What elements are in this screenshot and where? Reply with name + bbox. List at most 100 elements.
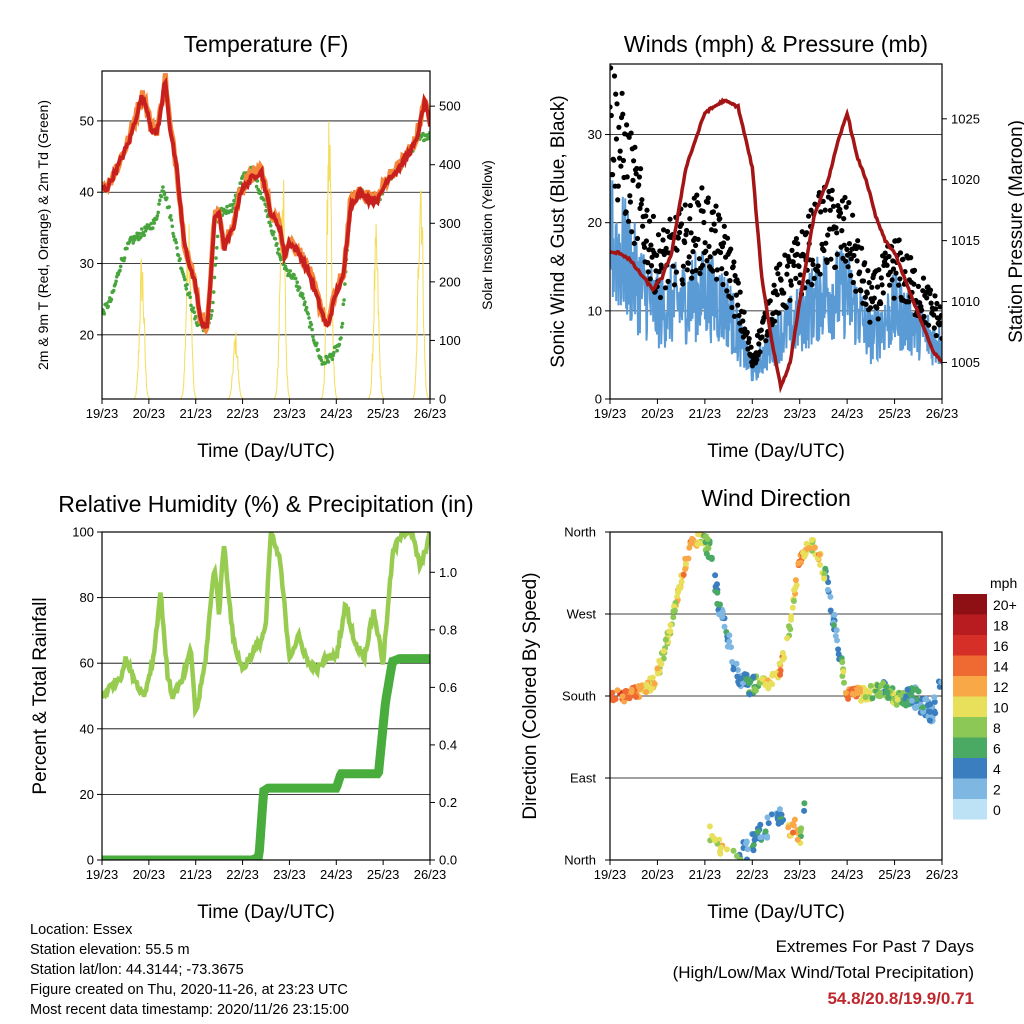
- direction-point: [841, 679, 847, 686]
- dewpoint-point: [140, 227, 144, 231]
- dewpoint-point: [275, 241, 279, 246]
- gust-point: [789, 247, 795, 253]
- direction-point: [751, 686, 758, 692]
- direction-point: [793, 582, 800, 589]
- dewpoint-point: [264, 208, 268, 213]
- y-tick-label: 100: [72, 525, 94, 540]
- direction-point: [762, 681, 769, 688]
- gust-point: [841, 216, 847, 222]
- solar-insolation-line: [367, 223, 385, 399]
- x-tick-label: 20/23: [641, 867, 674, 882]
- y-tick-label: North: [564, 525, 596, 540]
- gust-point: [938, 312, 942, 318]
- y-axis-label: 2m & 9m T (Red, Orange) & 2m Td (Green): [35, 100, 51, 370]
- gust-point: [900, 256, 906, 262]
- gust-point: [844, 246, 850, 252]
- gust-point: [818, 209, 824, 215]
- dewpoint-point: [118, 264, 123, 269]
- dewpoint-point: [306, 312, 311, 316]
- dewpoint-point: [309, 322, 314, 327]
- extremes-subtitle: (High/Low/Max Wind/Total Precipitation): [672, 963, 974, 982]
- direction-point: [927, 708, 934, 715]
- gust-point: [667, 216, 673, 222]
- gust-point: [620, 111, 626, 117]
- gust-point: [878, 275, 884, 281]
- x-tick-label: 26/23: [414, 867, 447, 882]
- x-tick-label: 25/23: [367, 867, 400, 882]
- gust-point: [879, 282, 885, 288]
- dewpoint-point: [113, 282, 118, 286]
- gust-point: [860, 278, 867, 284]
- y-tick-label: 60: [80, 656, 94, 671]
- direction-point: [643, 681, 650, 688]
- gust-point: [661, 227, 667, 233]
- gust-point: [690, 249, 696, 255]
- gust-point: [845, 264, 851, 270]
- y2-tick-label: 0.6: [439, 680, 457, 695]
- x-tick-label: 24/23: [320, 867, 353, 882]
- direction-point: [733, 660, 740, 667]
- dewpoint-point: [300, 292, 305, 296]
- direction-point: [751, 836, 758, 843]
- direction-point: [835, 646, 842, 653]
- legend-label: 8: [993, 720, 1001, 736]
- chart-title: Wind Direction: [701, 485, 851, 511]
- gust-point: [890, 258, 896, 264]
- direction-point: [657, 660, 664, 667]
- gust-point: [928, 300, 934, 306]
- y2-tick-label: 1025: [951, 111, 980, 126]
- gust-point: [624, 122, 630, 128]
- direction-point: [867, 682, 874, 689]
- direction-point: [776, 810, 783, 817]
- direction-point: [619, 693, 626, 700]
- gust-point: [778, 277, 784, 283]
- dewpoint-point: [326, 360, 331, 364]
- gust-point: [865, 268, 871, 274]
- gust-point: [696, 202, 702, 208]
- direction-point: [863, 687, 870, 694]
- gust-point: [617, 148, 623, 154]
- gust-point: [640, 223, 646, 229]
- dewpoint-point: [212, 275, 217, 280]
- dewpoint-point: [307, 316, 311, 320]
- gust-point: [629, 229, 635, 235]
- gust-point: [736, 313, 742, 319]
- dewpoint-point: [276, 247, 281, 251]
- gust-point: [707, 254, 713, 260]
- x-tick-label: 21/23: [689, 867, 722, 882]
- gust-point: [610, 104, 613, 110]
- direction-point: [821, 575, 828, 582]
- gust-point: [634, 165, 640, 172]
- direction-point: [835, 651, 842, 658]
- direction-point: [714, 589, 721, 596]
- gust-point: [675, 235, 681, 241]
- gust-point: [830, 203, 837, 209]
- solar-insolation-line: [227, 331, 245, 399]
- direction-point: [714, 581, 720, 588]
- dewpoint-point: [127, 240, 132, 244]
- gust-point: [756, 341, 762, 347]
- gust-point: [878, 300, 884, 307]
- gust-point: [822, 207, 828, 213]
- gust-point: [680, 263, 687, 269]
- gust-point: [915, 283, 922, 289]
- gust-point: [741, 309, 747, 315]
- direction-point: [912, 705, 919, 712]
- direction-point: [777, 671, 784, 678]
- direction-point: [908, 697, 915, 704]
- dewpoint-point: [175, 246, 179, 250]
- legend-label: 12: [993, 679, 1009, 695]
- dewpoint-point: [288, 269, 293, 273]
- dewpoint-point: [182, 274, 186, 279]
- legend-swatch: [953, 594, 987, 615]
- gust-point: [839, 228, 845, 234]
- dewpoint-point: [211, 290, 216, 294]
- dewpoint-point: [156, 210, 160, 215]
- direction-point: [893, 701, 900, 708]
- y-tick-label: 40: [80, 721, 94, 736]
- gust-point: [886, 253, 892, 260]
- gust-point: [655, 232, 662, 238]
- gust-point: [728, 295, 734, 301]
- gust-point: [924, 295, 930, 301]
- dewpoint-point: [323, 361, 328, 365]
